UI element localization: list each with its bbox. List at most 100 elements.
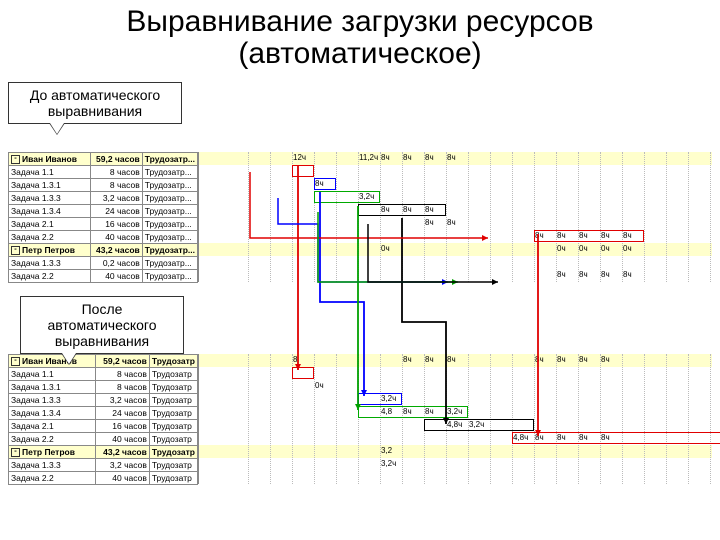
gantt-cell: 0ч (623, 243, 643, 255)
row-hours: 8 часов (95, 381, 149, 394)
gridline (666, 152, 667, 282)
collapse-icon[interactable]: - (11, 155, 20, 164)
gridline (358, 354, 359, 484)
gridline (336, 152, 337, 282)
gantt-cell: 8ч (557, 269, 577, 281)
row-hours: 43,2 часов (95, 446, 149, 459)
row-type: Трудозатр... (142, 244, 197, 257)
row-type: Трудозатр... (142, 218, 197, 231)
table-row: Задача 2.116 часовТрудозатр (9, 420, 198, 433)
table-row: Задача 2.1 16 часовТрудозатр... (9, 218, 198, 231)
row-type: Трудозатр... (142, 166, 197, 179)
gantt-cell: 11,2ч (359, 152, 379, 164)
gridline (710, 354, 711, 484)
gridline (248, 354, 249, 484)
gantt-area: 88ч8ч8ч8ч8ч8ч8ч3,2ч0ч3,2ч4,88ч8ч3,2ч4,8ч… (198, 354, 712, 484)
gantt-cell: 0ч (557, 243, 577, 255)
row-hours: 24 часов (90, 205, 142, 218)
gantt-cell: 0ч (579, 243, 599, 255)
table-row: Задача 1.3.30,2 часовТрудозатр... (9, 257, 198, 270)
gantt-cell: 8ч (579, 354, 599, 366)
row-hours: 40 часов (90, 270, 142, 283)
callout-before: До автоматическоговыравнивания (8, 82, 182, 124)
gridline (468, 152, 469, 282)
gantt-cell: 8ч (601, 354, 621, 366)
table-row: -Петр Петров 43,2 часовТрудозатр... (9, 244, 198, 257)
gantt-bar (314, 191, 380, 203)
gantt-cell: 8ч (381, 152, 401, 164)
gantt-cell: 0ч (315, 380, 335, 392)
gridline (556, 152, 557, 282)
row-name: Задача 1.3.1 (11, 180, 61, 190)
table-row: -Петр Петров43,2 часовТрудозатр (9, 446, 198, 459)
row-type: Трудозатр (149, 381, 197, 394)
gridline (314, 152, 315, 282)
gantt-cell: 8ч (535, 354, 555, 366)
gridline (270, 152, 271, 282)
row-type: Трудозатр (149, 472, 197, 485)
gridline (578, 152, 579, 282)
gantt-bar (424, 419, 534, 431)
gridline (644, 354, 645, 484)
callout-after: Послеавтоматическоговыравнивания (20, 296, 184, 354)
gantt-area: 12ч11,2ч8ч8ч8ч8ч8ч3,2ч8ч8ч8ч8ч8ч8ч8ч8ч8ч… (198, 152, 712, 282)
gridline (402, 152, 403, 282)
gantt-bar (314, 178, 336, 190)
gridline (248, 152, 249, 282)
gantt-bar (358, 393, 402, 405)
collapse-icon[interactable]: - (11, 357, 20, 366)
table-row: Задача 2.2 40 часовТрудозатр (9, 472, 198, 485)
row-type: Трудозатр (149, 433, 197, 446)
row-name: Петр Петров (22, 245, 75, 255)
row-name: Задача 1.3.3 (11, 460, 61, 470)
gantt-cell: 8ч (623, 269, 643, 281)
gridline (688, 354, 689, 484)
table-row: Задача 1.3.33,2 часовТрудозатр (9, 459, 198, 472)
gridline (314, 354, 315, 484)
row-name: Задача 2.1 (11, 219, 54, 229)
row-name: Задача 1.1 (11, 369, 54, 379)
gantt-bar (534, 230, 644, 242)
gantt-cell: 8ч (447, 354, 467, 366)
row-hours: 0,2 часов (90, 257, 142, 270)
row-type: Трудозатр... (142, 270, 197, 283)
row-name: Задача 2.2 (11, 232, 54, 242)
row-name: Задача 1.1 (11, 167, 54, 177)
collapse-icon[interactable]: - (11, 448, 20, 457)
gantt-cell: 8ч (579, 269, 599, 281)
row-hours: 43,2 часов (90, 244, 142, 257)
row-type: Трудозатр (149, 459, 197, 472)
gantt-cell: 8ч (601, 269, 621, 281)
row-type: Трудозатр (149, 394, 197, 407)
gridline (688, 152, 689, 282)
row-name: Задача 2.2 (11, 473, 54, 483)
row-type: Трудозатр... (142, 179, 197, 192)
gantt-cell: 3,2 (381, 445, 401, 457)
row-name: Задача 2.2 (11, 434, 54, 444)
row-type: Трудозатр... (142, 192, 197, 205)
table-row: Задача 2.240 часовТрудозатр... (9, 231, 198, 244)
row-hours: 24 часов (95, 407, 149, 420)
gantt-cell: 0ч (381, 243, 401, 255)
resource-table: -Иван Иванов59,2 часовТрудозатр Задача 1… (8, 354, 198, 485)
table-row: Задача 1.3.424 часовТрудозатр (9, 407, 198, 420)
gridline (556, 354, 557, 484)
row-hours: 16 часов (95, 420, 149, 433)
row-name: Петр Петров (22, 447, 75, 457)
gantt-cell: 8ч (425, 354, 445, 366)
table-row: Задача 2.240 часовТрудозатр (9, 433, 198, 446)
table-row: Задача 1.18 часовТрудозатр (9, 368, 198, 381)
collapse-icon[interactable]: - (11, 246, 20, 255)
gridline (578, 354, 579, 484)
gantt-bar (292, 165, 314, 177)
row-hours: 16 часов (90, 218, 142, 231)
row-hours: 40 часов (95, 472, 149, 485)
table-row: -Иван Иванов59,2 часовТрудозатр (9, 355, 198, 368)
gridline (622, 354, 623, 484)
gantt-cell: 8 (293, 354, 313, 366)
row-type: Трудозатр (149, 420, 197, 433)
gantt-cell: 8ч (425, 217, 445, 229)
slide-title: Выравнивание загрузки ресурсов(автоматич… (0, 0, 720, 69)
gridline (710, 152, 711, 282)
panel-after: -Иван Иванов59,2 часовТрудозатр Задача 1… (8, 354, 712, 514)
